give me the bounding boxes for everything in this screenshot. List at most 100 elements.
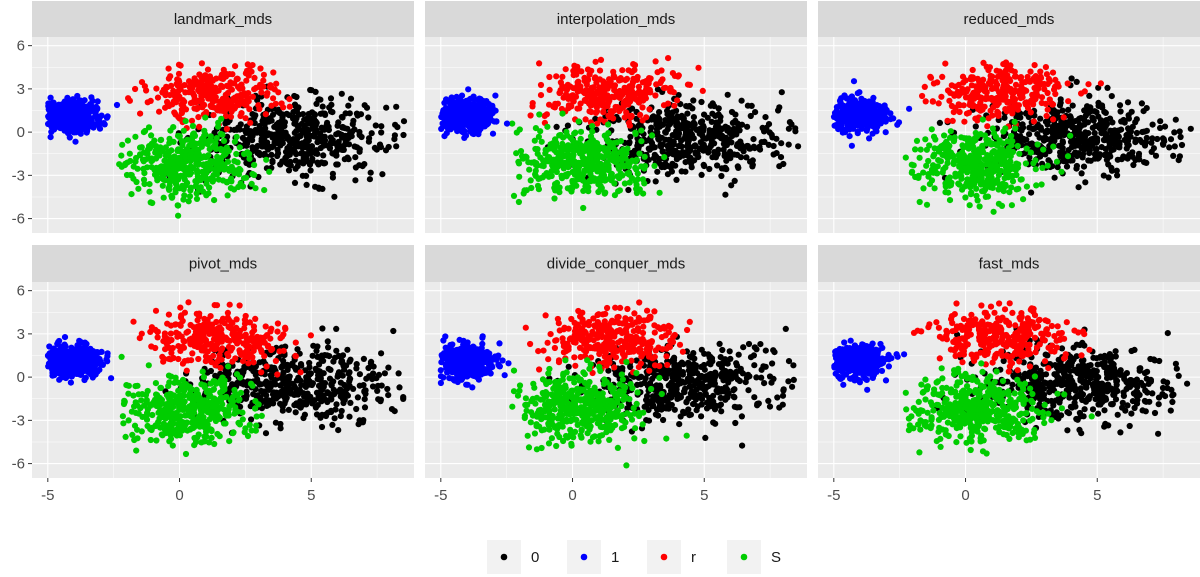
- data-point: [335, 119, 342, 126]
- data-point: [361, 404, 369, 411]
- data-point: [560, 94, 567, 101]
- data-point: [553, 123, 560, 130]
- data-point: [251, 86, 258, 93]
- data-point: [1002, 106, 1009, 113]
- data-point: [1065, 106, 1072, 113]
- data-point: [130, 163, 137, 170]
- data-point: [1138, 100, 1145, 107]
- data-point: [1171, 129, 1178, 136]
- data-point: [665, 55, 672, 62]
- data-point: [670, 141, 678, 148]
- data-point: [477, 110, 484, 117]
- data-point: [205, 160, 212, 167]
- data-point: [925, 157, 932, 165]
- data-point: [127, 171, 134, 179]
- data-point: [906, 105, 913, 112]
- data-point: [626, 122, 634, 129]
- data-point: [587, 86, 594, 93]
- data-point: [945, 189, 952, 196]
- data-point: [133, 154, 140, 162]
- data-point: [961, 183, 968, 190]
- data-point: [1060, 128, 1067, 135]
- data-point: [206, 184, 213, 191]
- data-point: [1157, 118, 1164, 125]
- data-point: [175, 202, 182, 209]
- data-point: [164, 101, 171, 108]
- data-point: [275, 89, 282, 96]
- data-point: [934, 79, 941, 86]
- data-point: [610, 152, 617, 159]
- data-point: [844, 122, 851, 129]
- data-point: [256, 152, 263, 159]
- data-point: [1161, 123, 1169, 130]
- data-point: [995, 200, 1003, 207]
- data-point: [721, 150, 728, 157]
- data-point: [1034, 141, 1041, 148]
- data-point: [561, 159, 569, 166]
- data-point: [255, 102, 262, 109]
- data-point: [616, 187, 624, 194]
- data-point: [196, 123, 203, 130]
- data-point: [266, 168, 273, 175]
- data-point: [685, 103, 692, 110]
- data-point: [617, 105, 625, 112]
- data-point: [1043, 112, 1050, 120]
- data-point: [1037, 115, 1044, 122]
- data-point: [1135, 150, 1143, 157]
- data-point: [718, 172, 725, 180]
- data-point: [526, 166, 533, 173]
- data-point: [1086, 92, 1093, 99]
- data-point: [617, 75, 624, 82]
- data-point: [575, 171, 582, 178]
- data-point: [758, 139, 765, 146]
- data-point: [1133, 129, 1140, 137]
- data-point: [626, 83, 633, 90]
- data-point: [85, 123, 93, 130]
- data-point: [869, 110, 876, 117]
- data-point: [185, 198, 192, 205]
- data-point: [966, 202, 973, 209]
- data-point: [744, 142, 751, 150]
- data-point: [1176, 128, 1183, 135]
- data-point: [652, 92, 659, 99]
- data-point: [575, 87, 582, 94]
- data-point: [938, 93, 945, 100]
- data-point: [254, 97, 261, 104]
- data-point: [333, 152, 340, 159]
- data-point: [969, 66, 976, 74]
- data-point: [1073, 162, 1080, 170]
- data-point: [48, 100, 55, 107]
- data-point: [458, 92, 466, 99]
- data-point: [224, 158, 232, 165]
- data-point: [1082, 129, 1089, 136]
- data-point: [579, 177, 587, 184]
- data-point: [709, 100, 716, 107]
- data-point: [182, 118, 189, 125]
- data-point: [870, 94, 877, 101]
- y-tick-label: 6: [17, 38, 25, 55]
- data-point: [229, 71, 236, 78]
- data-point: [728, 182, 735, 189]
- data-point: [1126, 152, 1133, 159]
- data-point: [327, 95, 335, 102]
- data-point: [238, 91, 245, 98]
- data-point: [1086, 150, 1093, 157]
- data-point: [149, 157, 156, 164]
- data-point: [525, 159, 532, 166]
- data-point: [1177, 133, 1184, 141]
- data-point: [864, 115, 871, 122]
- data-point: [263, 92, 270, 99]
- data-point: [175, 160, 182, 167]
- data-point: [143, 87, 150, 94]
- facet-panel: interpolation_mds: [425, 1, 807, 233]
- data-point: [586, 71, 593, 78]
- data-point: [931, 145, 938, 152]
- data-point: [927, 73, 934, 80]
- data-point: [1080, 163, 1088, 170]
- data-point: [1033, 89, 1040, 97]
- data-point: [532, 145, 539, 153]
- data-point: [252, 146, 259, 153]
- data-point: [882, 129, 889, 136]
- data-point: [157, 137, 164, 144]
